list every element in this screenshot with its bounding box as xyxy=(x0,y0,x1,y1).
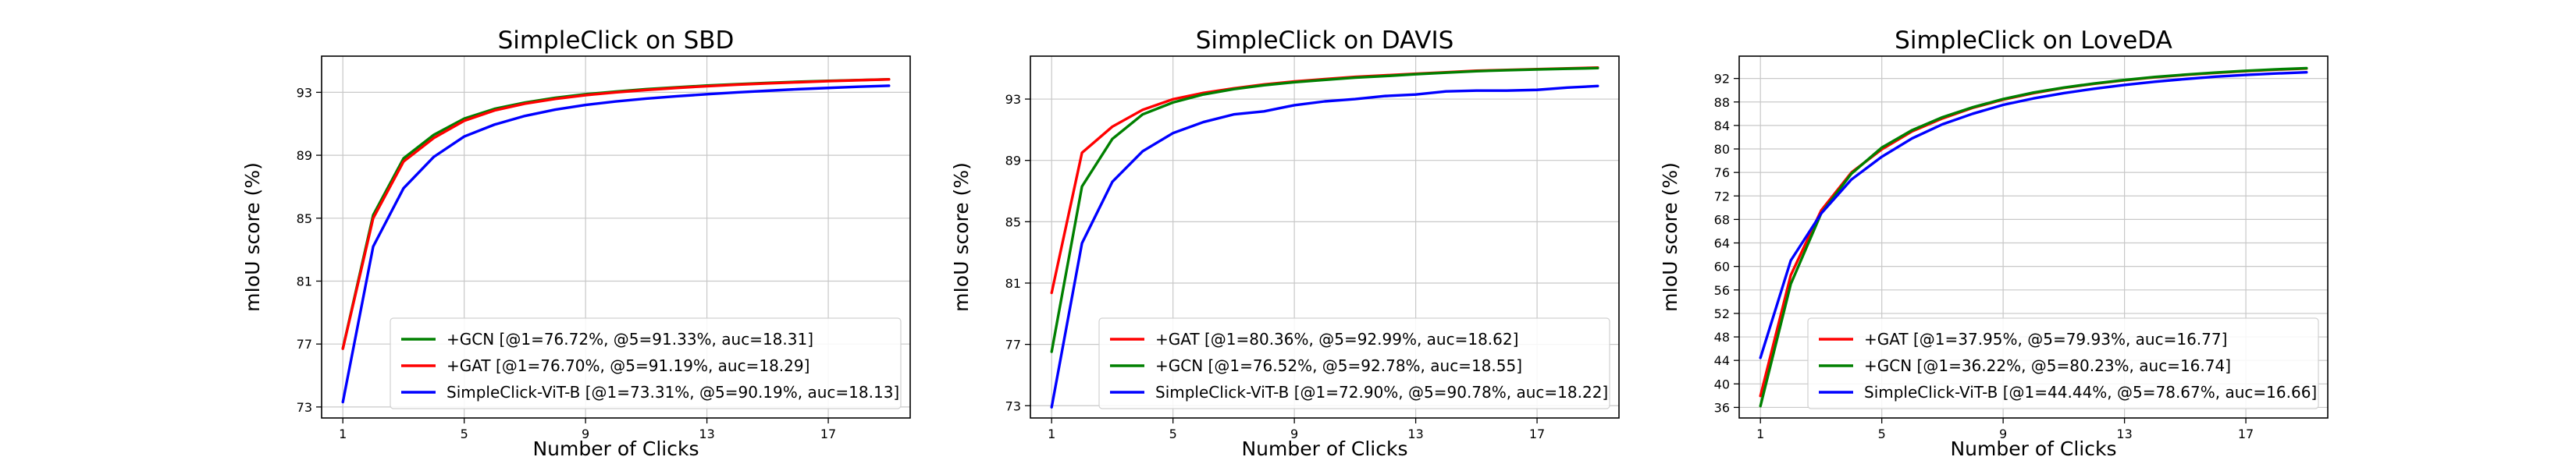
legend: +GCN [@1=76.72%, @5=91.33%, auc=18.31] +G… xyxy=(390,317,902,409)
x-tick-label: 9 xyxy=(1999,427,2007,441)
y-tick-label: 64 xyxy=(1714,236,1730,251)
x-tick-label: 13 xyxy=(1407,427,1423,441)
y-tick-label: 52 xyxy=(1714,306,1730,321)
x-tick-label: 13 xyxy=(699,427,714,441)
y-tick-label: 89 xyxy=(1005,154,1021,168)
legend-label: +GAT [@1=80.36%, @5=92.99%, auc=18.62] xyxy=(1155,330,1518,349)
y-tick-label: 77 xyxy=(297,337,312,352)
x-tick-label: 13 xyxy=(2116,427,2132,441)
y-tick-label: 93 xyxy=(297,85,312,100)
y-tick-label: 73 xyxy=(297,400,312,415)
legend-box xyxy=(390,317,902,409)
x-tick-label: 9 xyxy=(582,427,589,441)
chart-panel-1: 1 5 9 13 17 73 77 81 85 89 93 SimpleClick on DAVIS N… xyxy=(950,27,1620,460)
legend-label: SimpleClick-ViT-B [@1=72.90%, @5=90.78%,… xyxy=(1155,383,1608,402)
x-tick-label: 9 xyxy=(1290,427,1298,441)
y-tick-label: 84 xyxy=(1714,119,1730,133)
y-tick-label: 44 xyxy=(1714,353,1730,368)
legend-label: +GCN [@1=36.22%, @5=80.23%, auc=16.74] xyxy=(1864,356,2231,375)
chart-panel-2: 1 5 9 13 17 36 40 44 48 52 56 60 64 68 72 76 80 84 88 92 Sim… xyxy=(1659,27,2329,460)
y-tick-label: 80 xyxy=(1714,142,1730,157)
plot-frame xyxy=(1738,55,2329,419)
y-tick-label: 92 xyxy=(1714,72,1730,87)
legend-box xyxy=(1807,317,2319,409)
series-line-1 xyxy=(1759,66,2308,408)
plot-frame xyxy=(321,55,911,419)
x-tick-label: 17 xyxy=(1529,427,1545,441)
y-tick-label: 81 xyxy=(297,274,312,289)
y-tick-label: 85 xyxy=(1005,214,1021,229)
series-line-2 xyxy=(341,84,891,404)
y-tick-label: 72 xyxy=(1714,189,1730,204)
x-tick-label: 17 xyxy=(820,427,836,441)
y-tick-label: 68 xyxy=(1714,212,1730,227)
y-tick-label: 76 xyxy=(1714,165,1730,180)
y-tick-label: 77 xyxy=(1005,338,1021,352)
x-tick-label: 5 xyxy=(1169,427,1177,441)
x-tick-label: 5 xyxy=(1878,427,1886,441)
series-line-2 xyxy=(1050,84,1599,409)
chart-title: SimpleClick on SBD xyxy=(498,27,735,55)
legend-box xyxy=(1098,317,1610,409)
series-line-2 xyxy=(1759,71,2308,359)
series-line-0 xyxy=(341,77,891,350)
y-tick-label: 60 xyxy=(1714,260,1730,274)
y-tick-label: 56 xyxy=(1714,283,1730,298)
y-tick-label: 40 xyxy=(1714,377,1730,391)
chart-panel-0: 1 5 9 13 17 73 77 81 85 89 93 SimpleClick on SBD Num… xyxy=(241,27,911,460)
x-tick-label: 1 xyxy=(1756,427,1764,441)
y-axis-label: mIoU score (%) xyxy=(241,162,264,312)
legend-label: +GCN [@1=76.72%, @5=91.33%, auc=18.31] xyxy=(447,330,813,349)
x-axis-label: Number of Clicks xyxy=(1241,437,1407,460)
x-axis-label: Number of Clicks xyxy=(532,437,699,460)
y-tick-label: 93 xyxy=(1005,92,1021,107)
legend-label: +GCN [@1=76.52%, @5=92.78%, auc=18.55] xyxy=(1155,356,1522,375)
x-tick-label: 17 xyxy=(2238,427,2254,441)
y-tick-label: 88 xyxy=(1714,95,1730,110)
y-tick-label: 48 xyxy=(1714,330,1730,345)
chart-title: SimpleClick on LoveDA xyxy=(1895,27,2172,55)
legend: +GAT [@1=80.36%, @5=92.99%, auc=18.62] +G… xyxy=(1098,317,1610,409)
series-line-1 xyxy=(341,78,891,350)
legend-label: SimpleClick-ViT-B [@1=44.44%, @5=78.67%,… xyxy=(1864,383,2317,402)
y-tick-label: 73 xyxy=(1005,398,1021,413)
y-tick-label: 36 xyxy=(1714,400,1730,415)
y-axis-label: mIoU score (%) xyxy=(950,162,973,312)
plot-frame xyxy=(1030,55,1620,419)
legend: +GAT [@1=37.95%, @5=79.93%, auc=16.77] +G… xyxy=(1807,317,2319,409)
x-tick-label: 5 xyxy=(461,427,468,441)
series-line-1 xyxy=(1050,66,1599,353)
y-tick-label: 89 xyxy=(297,148,312,163)
y-tick-label: 81 xyxy=(1005,276,1021,291)
legend-label: SimpleClick-ViT-B [@1=73.31%, @5=90.19%,… xyxy=(447,383,899,402)
legend-label: +GAT [@1=76.70%, @5=91.19%, auc=18.29] xyxy=(447,356,809,375)
y-axis-label: mIoU score (%) xyxy=(1659,162,1681,312)
x-tick-label: 1 xyxy=(339,427,347,441)
x-axis-label: Number of Clicks xyxy=(1950,437,2116,460)
y-tick-label: 85 xyxy=(297,211,312,226)
legend-label: +GAT [@1=37.95%, @5=79.93%, auc=16.77] xyxy=(1864,330,2227,349)
x-tick-label: 1 xyxy=(1048,427,1055,441)
chart-title: SimpleClick on DAVIS xyxy=(1196,27,1454,55)
